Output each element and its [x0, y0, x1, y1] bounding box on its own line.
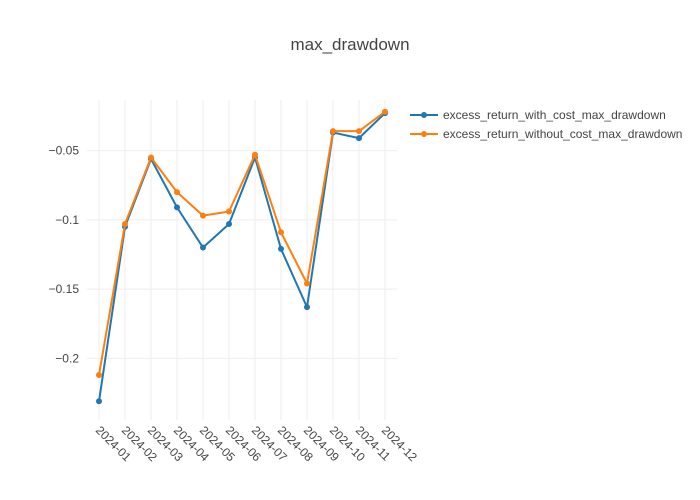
grid — [87, 100, 397, 420]
y-tick-label: −0.1 — [55, 213, 79, 227]
data-point[interactable] — [174, 189, 180, 196]
y-tick-label: −0.15 — [49, 282, 80, 296]
data-point[interactable] — [304, 280, 310, 287]
data-point[interactable] — [174, 204, 180, 211]
series-line-2 — [98, 110, 386, 376]
legend-item-2[interactable]: excess_return_without_cost_max_drawdown — [410, 127, 682, 141]
data-point[interactable] — [330, 128, 336, 135]
data-point[interactable] — [278, 245, 284, 252]
y-tick-label: −0.05 — [49, 144, 80, 158]
legend-label: excess_return_without_cost_max_drawdown — [443, 127, 682, 141]
y-tick-label: −0.2 — [55, 351, 79, 365]
data-point[interactable] — [226, 208, 232, 215]
legend-swatch-marker — [421, 112, 427, 118]
data-point[interactable] — [96, 398, 102, 405]
data-point[interactable] — [356, 128, 362, 135]
data-point[interactable] — [122, 220, 128, 227]
data-point[interactable] — [304, 304, 310, 311]
legend-swatch-marker — [421, 131, 427, 137]
data-point[interactable] — [226, 220, 232, 227]
data-point[interactable] — [278, 229, 284, 236]
data-point[interactable] — [200, 244, 206, 251]
data-point[interactable] — [148, 154, 154, 161]
data-point[interactable] — [382, 108, 388, 115]
y-axis-ticks: −0.2 −0.15 −0.1 −0.05 — [49, 144, 80, 366]
legend-label: excess_return_with_cost_max_drawdown — [443, 108, 666, 122]
data-point[interactable] — [96, 371, 102, 378]
chart-title: max_drawdown — [290, 35, 409, 54]
x-axis-ticks: 2024-012024-022024-032024-042024-052024-… — [93, 423, 420, 464]
series-layer — [96, 108, 388, 405]
legend[interactable]: excess_return_with_cost_max_drawdownexce… — [410, 108, 682, 141]
data-point[interactable] — [356, 135, 362, 142]
legend-item-1[interactable]: excess_return_with_cost_max_drawdown — [410, 108, 666, 122]
data-point[interactable] — [200, 212, 206, 219]
data-point[interactable] — [252, 151, 258, 158]
